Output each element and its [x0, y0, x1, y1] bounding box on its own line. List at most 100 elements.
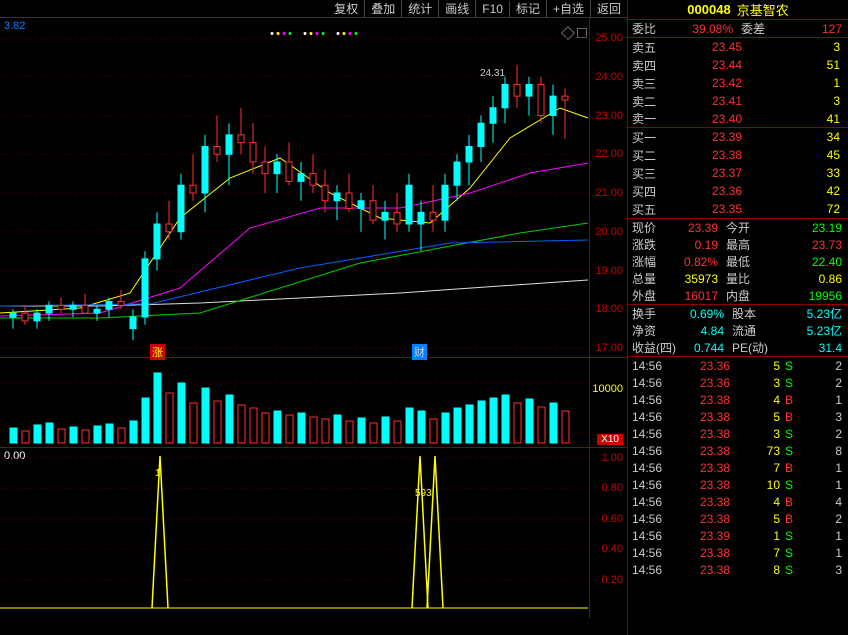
trade-direction: S: [780, 529, 798, 543]
trade-row[interactable]: 14:5623.363S2: [628, 374, 848, 391]
trade-row[interactable]: 14:5623.388S3: [628, 561, 848, 578]
toolbar-btn-+自选[interactable]: +自选: [547, 0, 591, 18]
y-tick: 19.00: [595, 265, 623, 277]
trade-direction: S: [780, 478, 798, 492]
quote-value: 0.82%: [662, 255, 718, 269]
order-price: 23.44: [662, 58, 742, 72]
trade-extra: 1: [798, 461, 844, 475]
trade-row[interactable]: 14:5623.384B4: [628, 493, 848, 510]
quote-label: 外盘: [632, 287, 662, 304]
candlestick-chart[interactable]: 3.82 24.31 25.0024.0023.0022.0021.0020.0…: [0, 18, 627, 358]
toolbar-btn-复权[interactable]: 复权: [328, 0, 365, 18]
order-row[interactable]: 卖二23.413: [628, 92, 848, 110]
price-peak-label: 24.31: [480, 68, 505, 79]
toolbar-btn-返回[interactable]: 返回: [591, 0, 627, 18]
commit-ratio-label: 委比: [632, 20, 662, 37]
ind-y-tick: 0.60: [602, 513, 623, 525]
order-price: 23.35: [662, 202, 742, 216]
trade-volume: 4: [730, 393, 780, 407]
order-row[interactable]: 卖四23.4451: [628, 56, 848, 74]
trade-time: 14:56: [632, 512, 674, 526]
toolbar-btn-标记[interactable]: 标记: [510, 0, 547, 18]
stock-code: 000048: [687, 2, 730, 17]
order-row[interactable]: 买三23.3733: [628, 164, 848, 182]
volume-chart[interactable]: 10000 X10: [0, 358, 627, 448]
trade-volume: 73: [730, 444, 780, 458]
order-volume: 34: [742, 130, 844, 144]
chart-panel: 复权叠加统计画线F10标记+自选返回 3.82 24.31 25.0024.00…: [0, 0, 628, 635]
quote-panel: 000048 京基智农 委比 39.08% 委差 127 卖五23.453卖四2…: [628, 0, 848, 635]
stat-row: 换手0.69%股本5.23亿: [628, 305, 848, 322]
toolbar-btn-F10[interactable]: F10: [476, 1, 510, 17]
trade-time: 14:56: [632, 393, 674, 407]
order-volume: 42: [742, 184, 844, 198]
order-row[interactable]: 买五23.3572: [628, 200, 848, 218]
quote-label: 涨幅: [632, 253, 662, 270]
commit-diff-label: 委差: [741, 20, 771, 37]
trade-row[interactable]: 14:5623.365S2: [628, 357, 848, 374]
order-price: 23.42: [662, 76, 742, 90]
trade-price: 23.38: [674, 427, 730, 441]
trade-time: 14:56: [632, 529, 674, 543]
order-price: 23.45: [662, 40, 742, 54]
quote-value: 23.73: [756, 238, 844, 252]
trade-time: 14:56: [632, 427, 674, 441]
y-tick: 24.00: [595, 71, 623, 83]
trade-row[interactable]: 14:5623.385B2: [628, 510, 848, 527]
trades-section: 14:5623.365S214:5623.363S214:5623.384B11…: [628, 357, 848, 578]
stock-header[interactable]: 000048 京基智农: [628, 0, 848, 20]
order-row[interactable]: 卖五23.453: [628, 38, 848, 56]
trade-extra: 4: [798, 495, 844, 509]
ind-spike-label: 593: [415, 488, 432, 499]
quote-label: 最高: [726, 236, 756, 253]
trade-extra: 2: [798, 376, 844, 390]
order-price: 23.38: [662, 148, 742, 162]
stat-label: 收益(四): [632, 339, 680, 356]
order-label: 卖三: [632, 75, 662, 92]
trade-price: 23.38: [674, 478, 730, 492]
trade-volume: 8: [730, 563, 780, 577]
order-volume: 1: [742, 76, 844, 90]
y-tick: 17.00: [595, 342, 623, 354]
trade-row[interactable]: 14:5623.3873S8: [628, 442, 848, 459]
trade-row[interactable]: 14:5623.385B3: [628, 408, 848, 425]
order-row[interactable]: 买一23.3934: [628, 128, 848, 146]
order-row[interactable]: 卖三23.421: [628, 74, 848, 92]
ind-y-tick: 0.20: [602, 574, 623, 586]
order-row[interactable]: 买四23.3642: [628, 182, 848, 200]
ind-y-tick: 1.00: [602, 452, 623, 464]
trade-direction: B: [780, 410, 798, 424]
trade-row[interactable]: 14:5623.383S2: [628, 425, 848, 442]
trade-price: 23.36: [674, 376, 730, 390]
order-row[interactable]: 买二23.3845: [628, 146, 848, 164]
quote-row: 外盘16017内盘19956: [628, 287, 848, 304]
trade-direction: B: [780, 393, 798, 407]
y-tick: 22.00: [595, 148, 623, 160]
order-price: 23.37: [662, 166, 742, 180]
trade-row[interactable]: 14:5623.3810S1: [628, 476, 848, 493]
volume-chart-svg: [0, 358, 592, 448]
order-price: 23.36: [662, 184, 742, 198]
toolbar-btn-统计[interactable]: 统计: [402, 0, 439, 18]
trade-row[interactable]: 14:5623.391S1: [628, 527, 848, 544]
stat-value: 4.84: [680, 324, 724, 338]
order-label: 卖二: [632, 93, 662, 110]
trade-row[interactable]: 14:5623.387B1: [628, 459, 848, 476]
order-price: 23.39: [662, 130, 742, 144]
toolbar-btn-叠加[interactable]: 叠加: [365, 0, 402, 18]
toolbar-btn-画线[interactable]: 画线: [439, 0, 476, 18]
order-row[interactable]: 卖一23.4041: [628, 110, 848, 128]
order-label: 卖五: [632, 39, 662, 56]
stat-label: 流通: [732, 322, 772, 339]
trade-row[interactable]: 14:5623.387S1: [628, 544, 848, 561]
trade-row[interactable]: 14:5623.384B1: [628, 391, 848, 408]
chart-toolbar: 复权叠加统计画线F10标记+自选返回: [0, 0, 627, 18]
trade-direction: B: [780, 495, 798, 509]
indicator-chart[interactable]: 0.00 1.000.800.600.400.20 1593: [0, 448, 627, 618]
trade-direction: S: [780, 359, 798, 373]
trade-volume: 3: [730, 427, 780, 441]
quote-value: 35973: [662, 272, 718, 286]
ind-spike-label: 1: [155, 468, 161, 479]
order-volume: 33: [742, 166, 844, 180]
trade-direction: B: [780, 512, 798, 526]
